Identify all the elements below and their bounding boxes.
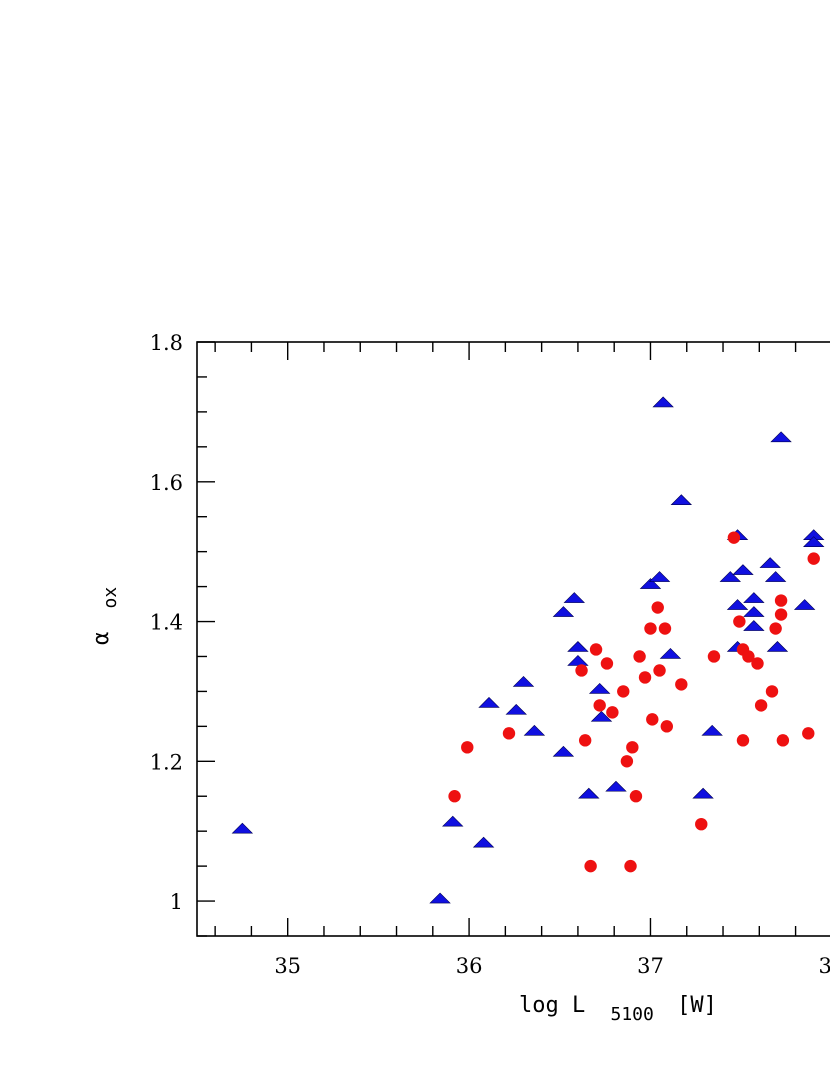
triangle-point [429, 892, 451, 904]
triangle-point [692, 787, 714, 799]
x-tick-label: 37 [637, 954, 664, 978]
circle-point [633, 650, 646, 663]
circle-point [727, 531, 741, 544]
triangle-point [726, 599, 749, 610]
circle-point [807, 552, 820, 565]
circle-point [751, 657, 764, 670]
triangle-point [563, 592, 586, 603]
triangle-point [567, 655, 589, 666]
data-points [231, 396, 825, 904]
circle-point [754, 699, 768, 712]
axes [196, 341, 830, 937]
circle-point [461, 741, 474, 754]
triangle-point [770, 431, 792, 443]
triangle-point [552, 745, 575, 757]
triangle-point [648, 571, 671, 582]
triangle-point [793, 599, 816, 610]
triangle-point [472, 836, 495, 848]
triangle-point [652, 396, 674, 408]
circle-point [695, 817, 708, 831]
circle-point [774, 594, 788, 607]
circle-point [774, 608, 788, 621]
triangle-point [567, 641, 589, 652]
triangle-point [505, 703, 527, 715]
circle-point [624, 859, 637, 873]
y-tick-label: 1.4 [150, 611, 183, 635]
circle-point [675, 678, 688, 691]
circle-point [707, 650, 721, 663]
circle-point [575, 664, 588, 677]
x-tick-label: 38 [818, 954, 830, 978]
triangle-point [743, 606, 765, 617]
circle-point [733, 615, 746, 628]
triangle-point [743, 620, 765, 631]
triangle-point [802, 536, 825, 547]
tick-labels: 35 36 37 38 1 1.2 1.4 1.6 1.8 [150, 331, 830, 978]
circle-point [629, 790, 643, 803]
triangle-point [523, 724, 546, 736]
x-axis-unit: [W] [677, 993, 717, 1018]
circle-point [765, 685, 779, 698]
circle-point [736, 734, 750, 747]
circle-point [660, 720, 673, 733]
y-tick-label: 1.6 [150, 471, 183, 495]
circle-point [589, 643, 603, 656]
triangle-point [442, 815, 464, 827]
circle-point [578, 734, 592, 747]
circle-point [600, 657, 614, 670]
y-axis-title: α ox [89, 587, 121, 645]
circle-point [658, 622, 672, 635]
circle-point [620, 755, 634, 768]
x-axis-label-subscript: 5100 [610, 1004, 653, 1025]
circle-point [617, 685, 630, 698]
circle-point [584, 859, 597, 873]
triangle-point [578, 787, 600, 799]
circle-point [448, 790, 461, 803]
circle-point [646, 713, 659, 726]
x-tick-label: 36 [456, 954, 483, 978]
x-tick-label: 35 [274, 954, 301, 978]
triangle-point [759, 557, 781, 568]
circle-point [593, 699, 606, 712]
x-axis-title: log L 5100 [W] [519, 993, 717, 1026]
circle-point [626, 741, 639, 754]
triangle-point [659, 648, 682, 659]
axis-ticks [197, 341, 797, 937]
circle-point [742, 650, 755, 663]
triangle-point [732, 564, 754, 575]
triangle-point [764, 571, 787, 582]
triangle-point [512, 675, 535, 687]
circle-point [644, 622, 657, 635]
circle-point [653, 664, 666, 677]
triangle-point [719, 571, 742, 582]
circle-point [502, 727, 516, 740]
x-axis-label: log L [519, 993, 585, 1018]
triangle-point [478, 696, 500, 708]
circle-point [638, 671, 652, 684]
plot-frame [196, 341, 830, 937]
y-axis-label-subscript: ox [100, 587, 121, 609]
circle-point [769, 622, 782, 635]
y-tick-label: 1 [170, 890, 183, 914]
triangle-point [701, 724, 723, 736]
triangle-point [552, 606, 575, 617]
y-tick-label: 1.8 [150, 331, 183, 355]
circle-point [606, 706, 619, 719]
triangle-point [588, 682, 611, 694]
triangle-point [766, 641, 789, 652]
triangle-point [743, 592, 765, 603]
y-tick-label: 1.2 [150, 750, 183, 774]
triangle-point [670, 494, 693, 506]
circle-point [651, 601, 664, 614]
triangle-point [590, 710, 613, 722]
triangle-point [605, 780, 627, 792]
triangle-point [639, 578, 662, 589]
circle-point [776, 734, 790, 747]
circle-point [802, 727, 815, 740]
triangle-point [231, 822, 254, 834]
y-axis-label: α [89, 632, 114, 645]
